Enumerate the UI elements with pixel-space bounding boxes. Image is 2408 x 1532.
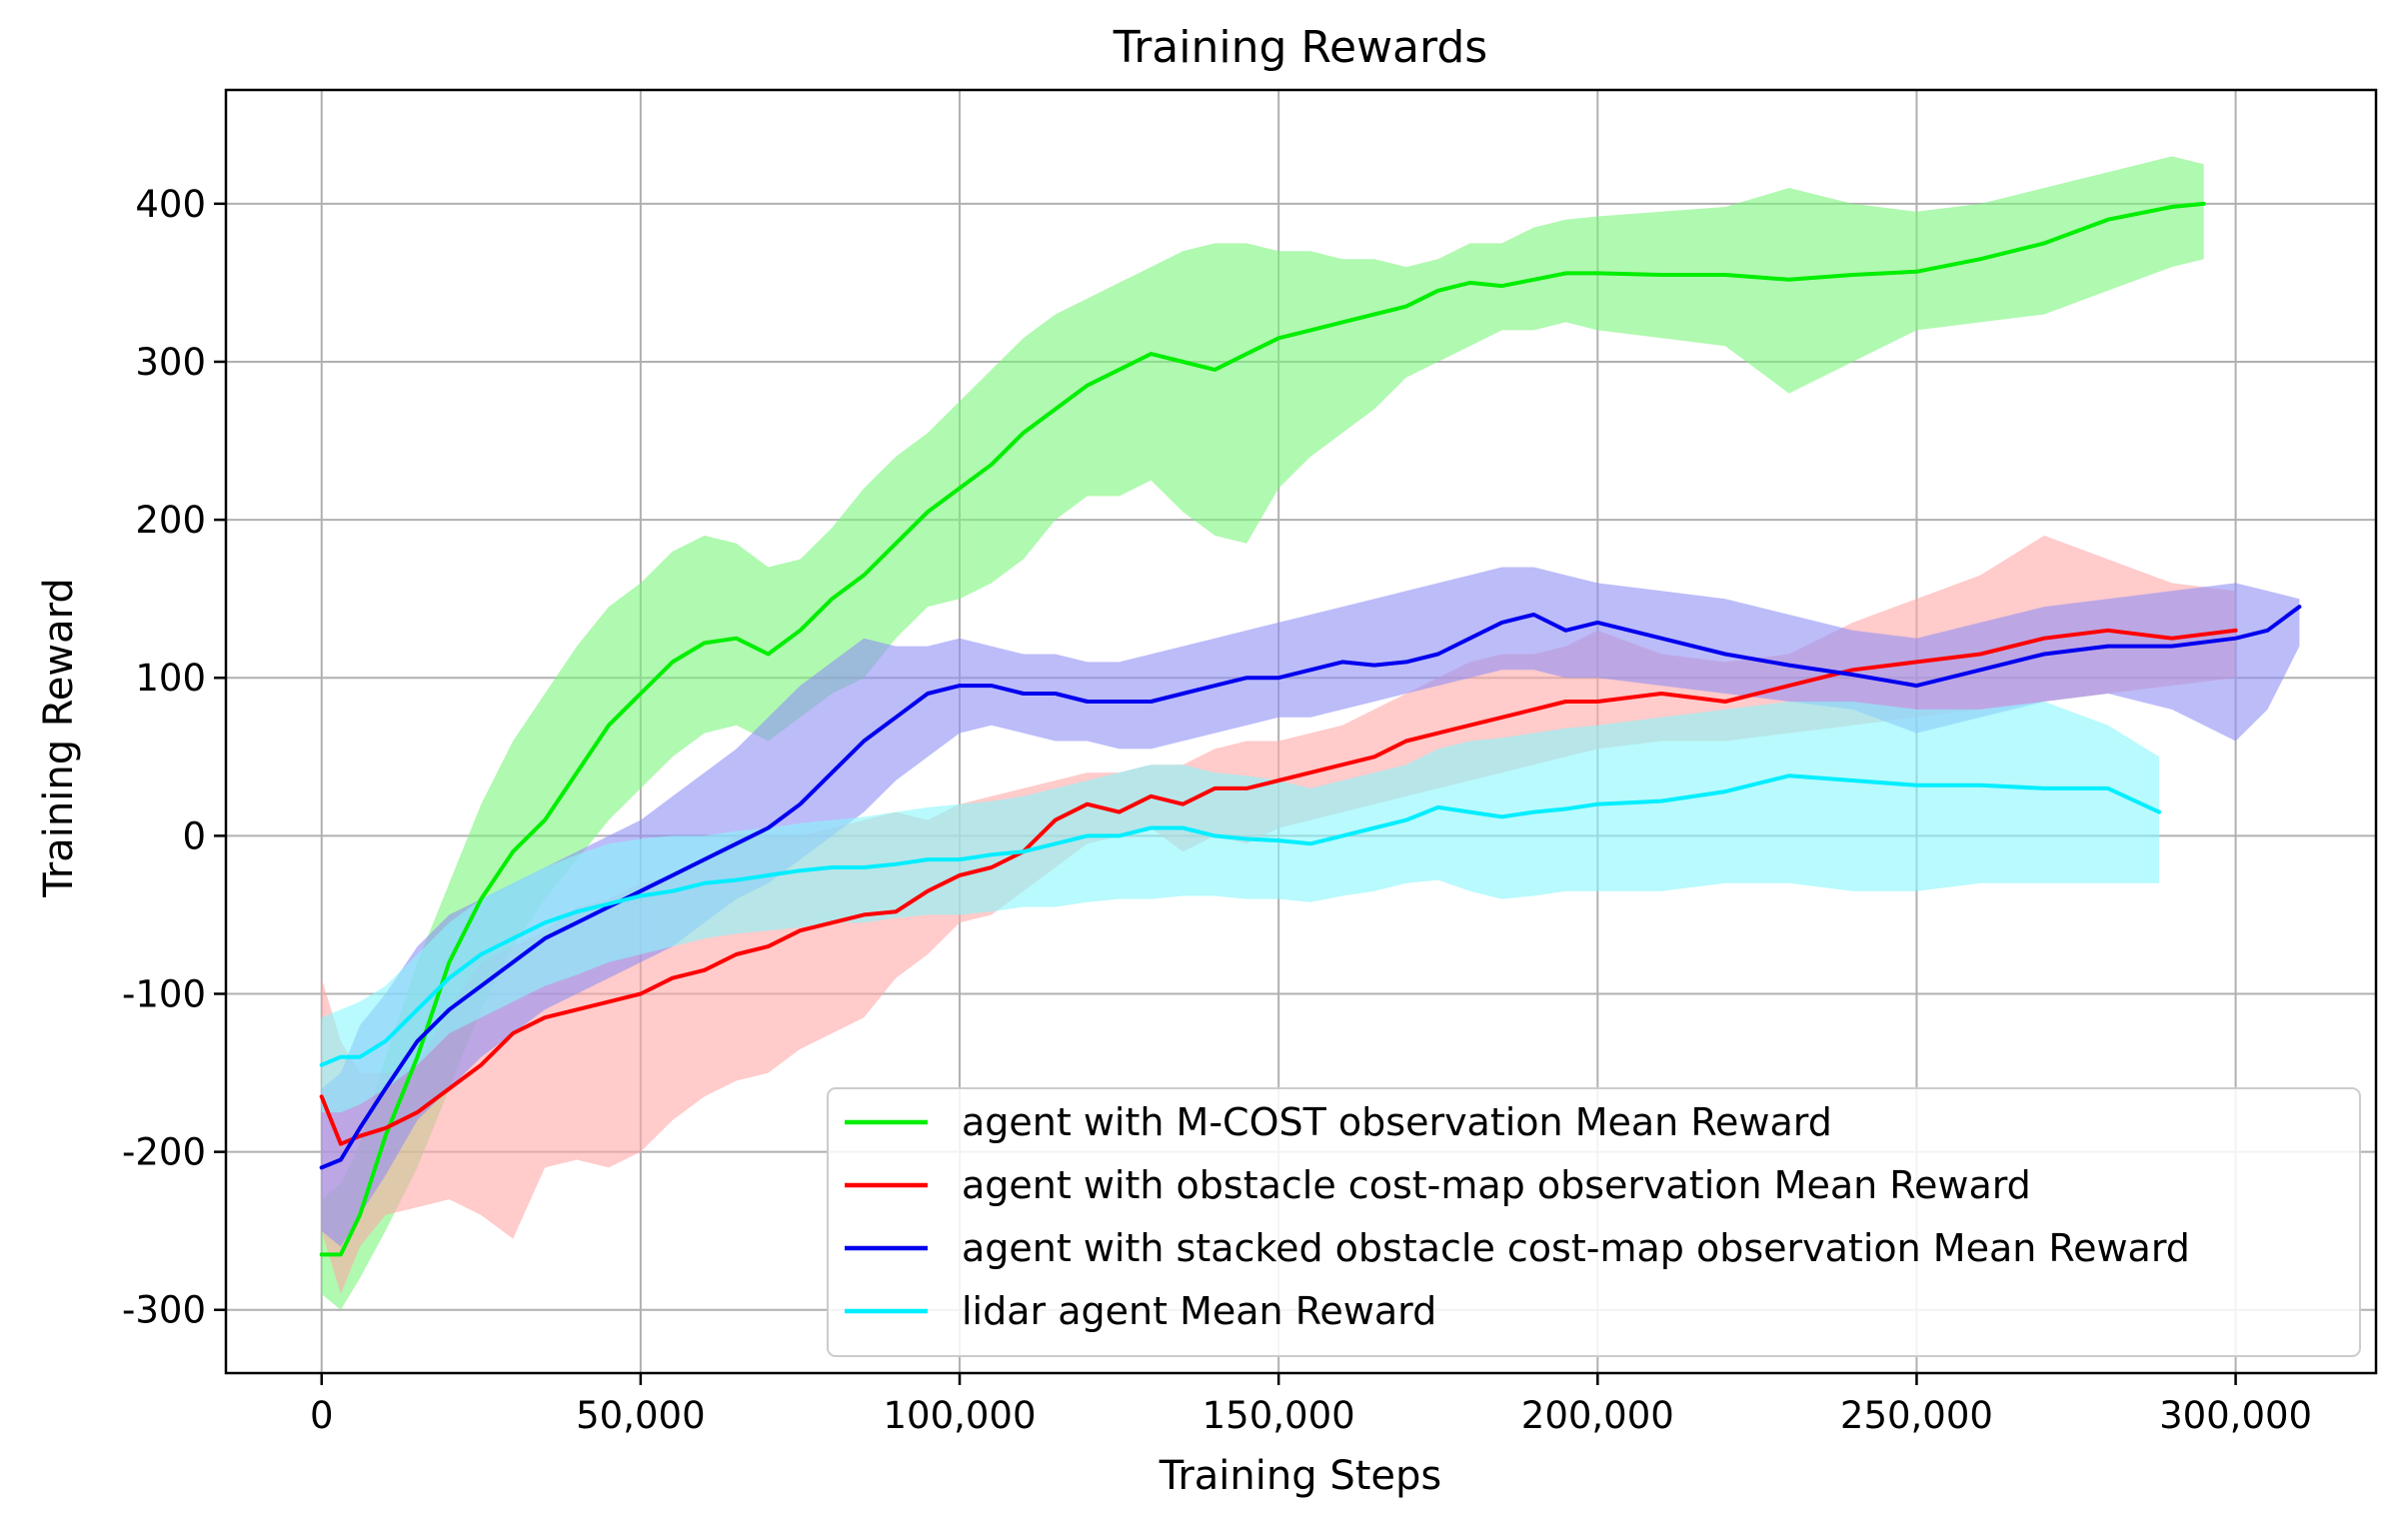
x-axis-ticks: 0 50,000 100,000 150,000 200,000 250,000 300,0… xyxy=(310,1373,2312,1437)
y-tick-label: 0 xyxy=(182,814,206,857)
x-tick-label: 200,000 xyxy=(1521,1394,1674,1437)
x-tick-label: 100,000 xyxy=(884,1394,1037,1437)
y-tick-label: -200 xyxy=(122,1131,206,1174)
series-line-2 xyxy=(319,628,2238,1146)
plot-frame xyxy=(224,88,2378,1375)
x-tick-label: 250,000 xyxy=(1840,1394,1993,1437)
x-tick-label: 150,000 xyxy=(1203,1394,1355,1437)
series-band-3 xyxy=(321,567,2300,1247)
series-band-4 xyxy=(321,702,2160,1113)
legend-label-3: agent with stacked obstacle cost-map obs… xyxy=(962,1226,2190,1270)
legend: agent with M-COST observation Mean Rewar… xyxy=(827,1087,2361,1357)
legend-box xyxy=(827,1087,2361,1357)
legend-label-1: agent with M-COST observation Mean Rewar… xyxy=(962,1100,1832,1144)
y-tick-label: -300 xyxy=(122,1289,206,1332)
y-axis-ticks: -300 -200 -100 0 100 200 300 400 xyxy=(122,183,226,1332)
x-tick-label: 300,000 xyxy=(2159,1394,2312,1437)
x-axis-label: Training Steps xyxy=(1159,1453,1441,1499)
legend-label-4: lidar agent Mean Reward xyxy=(962,1289,1436,1333)
y-tick-label: 200 xyxy=(135,499,206,542)
y-tick-label: 100 xyxy=(135,657,206,700)
y-tick-label: -100 xyxy=(122,972,206,1015)
x-tick-label: 50,000 xyxy=(576,1394,705,1437)
series-lines xyxy=(319,201,2302,1257)
chart-title: Training Rewards xyxy=(1113,22,1487,73)
x-tick-label: 0 xyxy=(310,1394,334,1437)
y-axis-label: Training Reward xyxy=(36,578,82,898)
series-line-1 xyxy=(319,201,2206,1257)
series-band-1 xyxy=(321,156,2204,1310)
series-line-3 xyxy=(319,605,2302,1170)
legend-label-2: agent with obstacle cost-map observation… xyxy=(962,1163,2031,1207)
y-tick-label: 300 xyxy=(135,341,206,384)
y-tick-label: 400 xyxy=(135,183,206,226)
confidence-bands xyxy=(321,156,2300,1310)
